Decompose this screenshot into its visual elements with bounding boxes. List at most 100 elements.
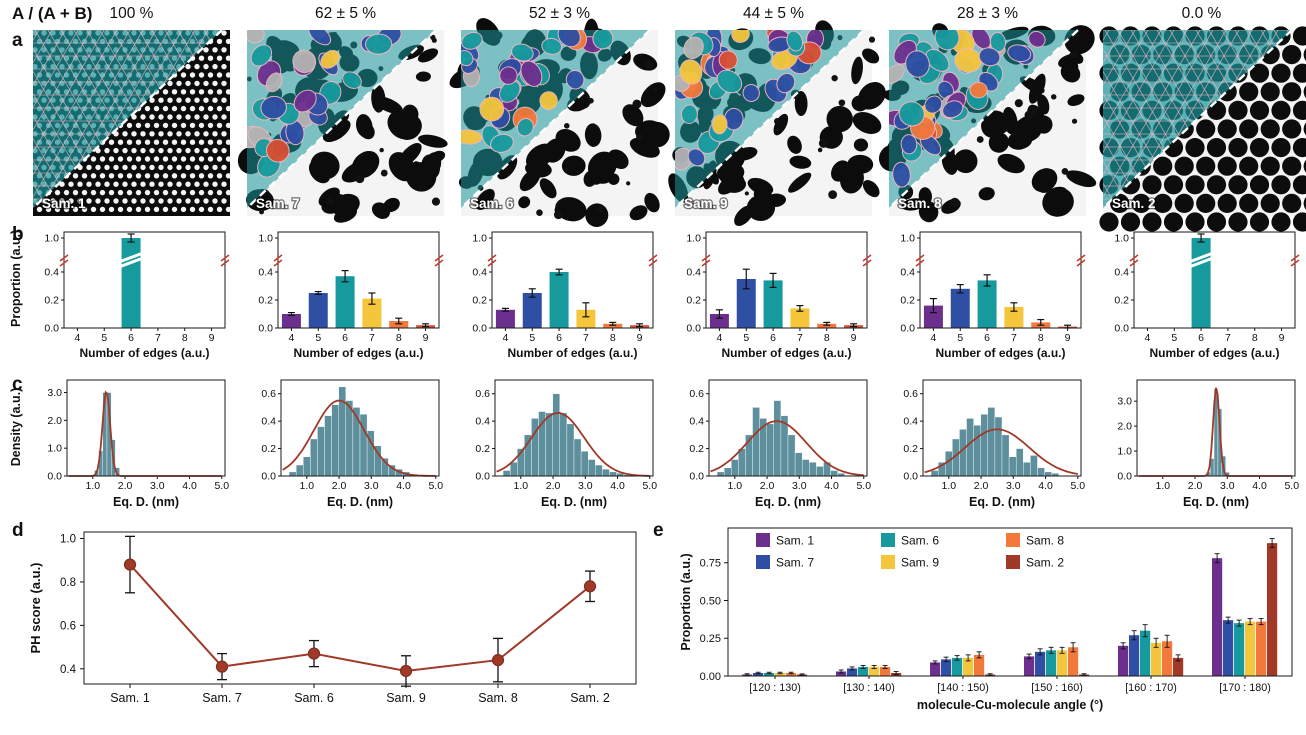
svg-text:7: 7 (797, 332, 803, 344)
svg-text:0.6: 0.6 (60, 620, 76, 632)
svg-text:0.4: 0.4 (900, 267, 915, 279)
svg-text:9: 9 (423, 332, 429, 344)
svg-text:8: 8 (824, 332, 830, 344)
panel-label-e: e (653, 520, 664, 541)
svg-text:0.0: 0.0 (475, 471, 490, 483)
svg-text:1.0: 1.0 (1117, 446, 1132, 458)
svg-text:Number of edges (a.u.): Number of edges (a.u.) (293, 346, 423, 360)
svg-text:3.0: 3.0 (1117, 396, 1132, 408)
svg-text:0.0: 0.0 (900, 323, 915, 335)
svg-text:6: 6 (984, 332, 990, 344)
svg-text:7: 7 (1225, 332, 1231, 344)
svg-text:[160 : 170): [160 : 170) (1125, 682, 1177, 694)
svg-text:Sam. 6: Sam. 6 (294, 691, 334, 705)
svg-text:5.0: 5.0 (1070, 480, 1085, 492)
svg-text:0.0: 0.0 (47, 471, 62, 483)
svg-text:[120 : 130): [120 : 130) (749, 682, 801, 694)
svg-text:9: 9 (851, 332, 857, 344)
svg-text:9: 9 (209, 332, 215, 344)
svg-text:Eq. D. (nm): Eq. D. (nm) (327, 495, 393, 509)
svg-text:Sam. 6: Sam. 6 (470, 196, 514, 211)
svg-text:2.0: 2.0 (1188, 480, 1203, 492)
micrograph-image: Sam. 8 (878, 23, 1097, 223)
svg-text:4: 4 (1144, 332, 1150, 344)
svg-text:9: 9 (637, 332, 643, 344)
svg-text:Sam. 7: Sam. 7 (256, 196, 300, 211)
svg-text:0.0: 0.0 (261, 471, 276, 483)
svg-text:0.25: 0.25 (700, 633, 721, 645)
svg-text:3.0: 3.0 (150, 480, 165, 492)
svg-text:1.0: 1.0 (472, 233, 487, 245)
svg-text:0.0: 0.0 (472, 323, 487, 335)
svg-text:7: 7 (583, 332, 589, 344)
ratio-label: A / (A + B) (12, 4, 93, 23)
svg-text:6: 6 (556, 332, 562, 344)
svg-text:4.0: 4.0 (182, 480, 197, 492)
panel-label-c: c (12, 374, 23, 395)
svg-text:7: 7 (1011, 332, 1017, 344)
svg-text:4.0: 4.0 (824, 480, 839, 492)
svg-text:1.0: 1.0 (299, 480, 314, 492)
svg-text:4.0: 4.0 (396, 480, 411, 492)
diameter-density-chart: 0.0 0.2 0.4 0.6 1.0 2.0 3.0 4.0 5.0 Eq. D. (nm) (475, 379, 657, 509)
svg-text:4.0: 4.0 (1252, 480, 1267, 492)
svg-text:Sam. 8: Sam. 8 (898, 196, 942, 211)
svg-text:0.75: 0.75 (700, 558, 721, 570)
svg-text:3.0: 3.0 (1220, 480, 1235, 492)
svg-text:0.2: 0.2 (900, 295, 915, 307)
diameter-density-chart: 0.0 1.0 2.0 3.0 1.0 2.0 3.0 4.0 5.0 Eq. D. (nm) (47, 379, 229, 509)
svg-text:0.2: 0.2 (1114, 295, 1129, 307)
svg-text:0.2: 0.2 (44, 295, 59, 307)
svg-text:Sam. 8: Sam. 8 (1026, 534, 1064, 548)
ratio-percentage: 44 ± 5 % (742, 5, 805, 22)
svg-text:Sam. 9: Sam. 9 (901, 556, 939, 570)
svg-text:1.0: 1.0 (1114, 233, 1129, 245)
svg-text:5.0: 5.0 (214, 480, 229, 492)
svg-text:4.0: 4.0 (1038, 480, 1053, 492)
svg-text:0.4: 0.4 (903, 416, 918, 428)
svg-text:4: 4 (502, 332, 508, 344)
ph-score-chart: 0.4 0.6 0.8 1.0 Sam. 1 Sam. 7 Sam. 6 Sam. 9 Sam.… (28, 531, 637, 705)
svg-text:0.2: 0.2 (258, 295, 273, 307)
ratio-percentage: 62 ± 5 % (314, 5, 377, 22)
svg-text:5: 5 (315, 332, 321, 344)
svg-text:4: 4 (716, 332, 722, 344)
svg-text:0.0: 0.0 (686, 323, 701, 335)
svg-text:5.0: 5.0 (428, 480, 443, 492)
svg-text:6: 6 (1198, 332, 1204, 344)
svg-text:1.0: 1.0 (258, 233, 273, 245)
svg-text:0.2: 0.2 (475, 443, 490, 455)
diameter-density-chart: 0.0 0.2 0.4 0.6 1.0 2.0 3.0 4.0 5.0 Eq. D. (nm) (261, 379, 443, 509)
micrograph-image: Sam. 1 (32, 29, 232, 216)
svg-text:3.0: 3.0 (364, 480, 379, 492)
svg-text:Eq. D. (nm): Eq. D. (nm) (969, 495, 1035, 509)
svg-text:0.6: 0.6 (689, 388, 704, 400)
ratio-percentage: 28 ± 3 % (956, 5, 1019, 22)
svg-text:0.0: 0.0 (258, 323, 273, 335)
svg-text:4: 4 (288, 332, 294, 344)
svg-text:8: 8 (396, 332, 402, 344)
svg-text:2.0: 2.0 (760, 480, 775, 492)
svg-text:0.4: 0.4 (44, 267, 59, 279)
svg-text:Sam. 1: Sam. 1 (110, 691, 150, 705)
angle-distribution-chart: 0.00 0.25 0.50 0.75 [120 : 130) [130 : 140) [1… (679, 527, 1293, 712)
micrograph-image: Sam. 7 (237, 29, 448, 223)
svg-text:6: 6 (128, 332, 134, 344)
svg-text:3.0: 3.0 (47, 387, 62, 399)
svg-text:Number of edges (a.u.): Number of edges (a.u.) (721, 346, 851, 360)
svg-text:0.2: 0.2 (689, 443, 704, 455)
svg-text:6: 6 (770, 332, 776, 344)
svg-text:0.4: 0.4 (689, 416, 704, 428)
svg-text:Sam. 1: Sam. 1 (42, 196, 86, 211)
panel-label-d: d (12, 520, 24, 541)
svg-text:Eq. D. (nm): Eq. D. (nm) (755, 495, 821, 509)
panel-label-a: a (12, 30, 23, 51)
svg-text:0.4: 0.4 (261, 416, 276, 428)
svg-text:8: 8 (1252, 332, 1258, 344)
svg-text:5.0: 5.0 (1284, 480, 1299, 492)
